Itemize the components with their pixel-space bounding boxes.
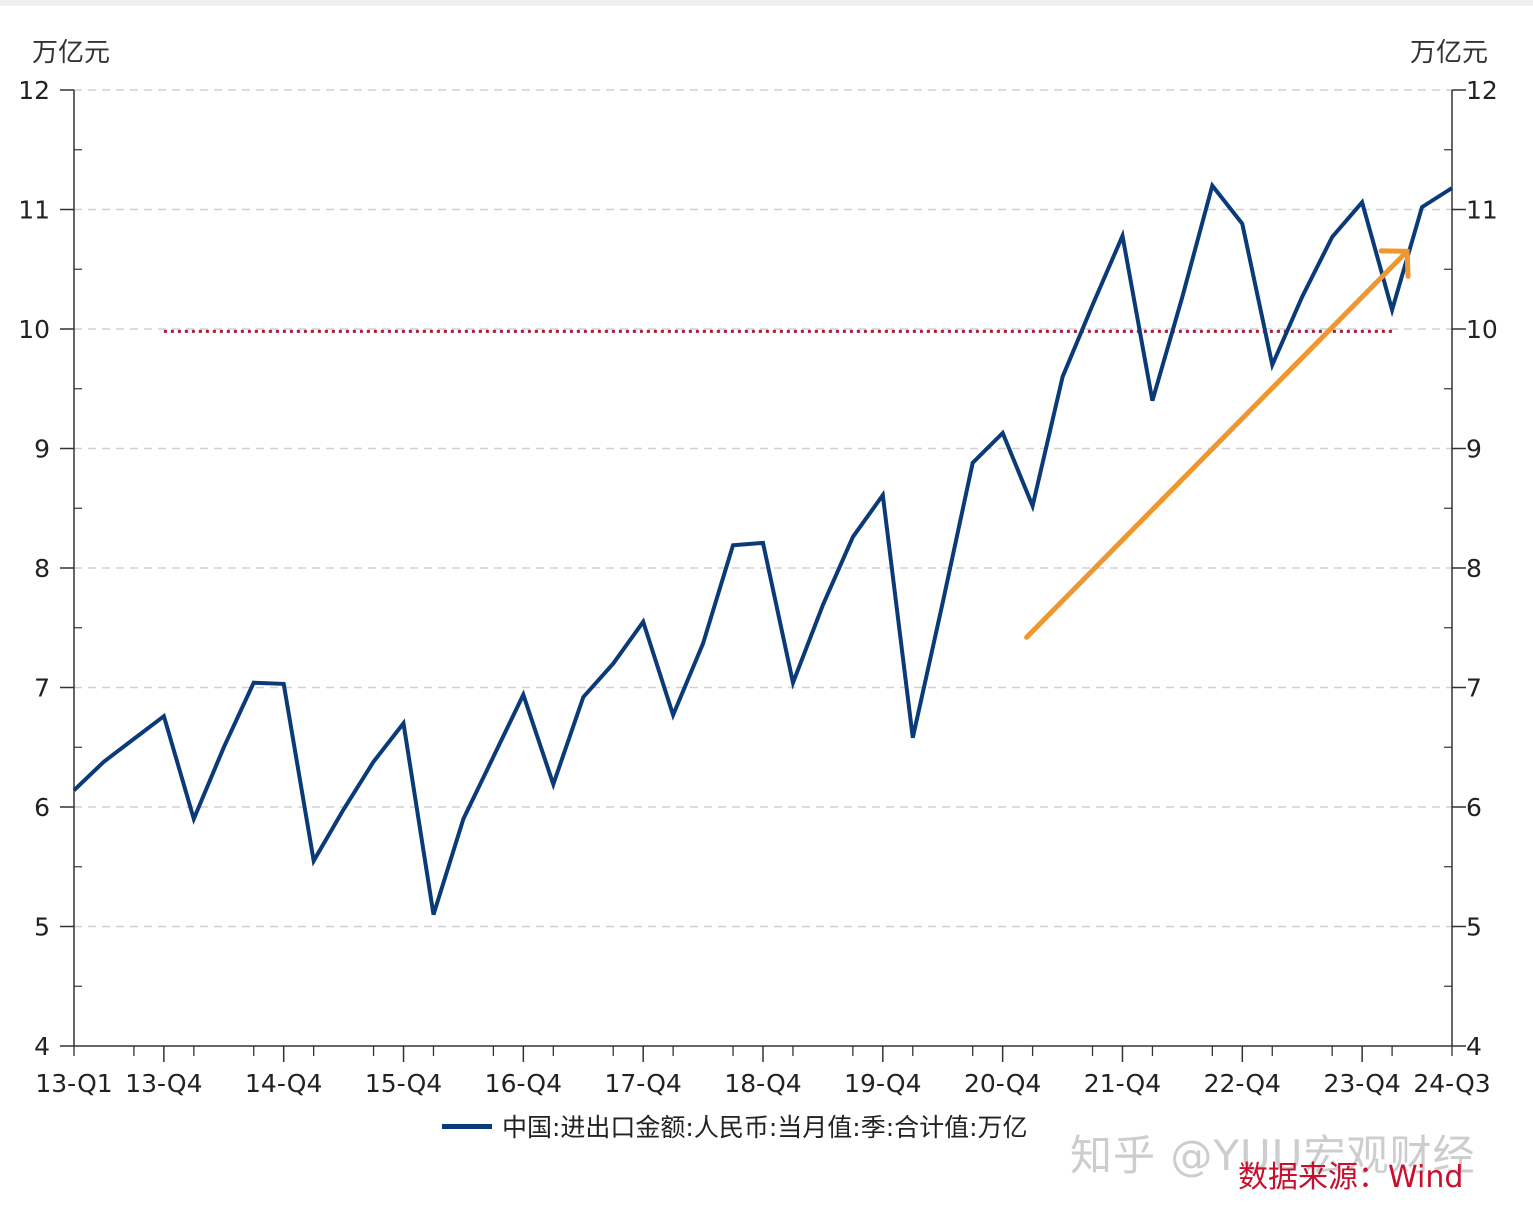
y-tick-label-left: 12	[18, 76, 50, 105]
grid-lines	[74, 89, 1452, 928]
y-tick-label-left: 5	[34, 913, 50, 942]
x-tick-label: 16-Q4	[485, 1069, 562, 1098]
x-tick-label: 19-Q4	[844, 1069, 921, 1098]
y-tick-label-left: 4	[34, 1032, 50, 1061]
x-tick-label: 18-Q4	[724, 1069, 801, 1098]
y-tick-label-right: 6	[1466, 793, 1482, 822]
top-bar	[0, 0, 1533, 6]
x-tick-label: 14-Q4	[245, 1069, 322, 1098]
y-tick-label-left: 10	[18, 315, 50, 344]
series-line	[72, 181, 1454, 916]
y-tick-label-right: 4	[1466, 1032, 1482, 1061]
x-tick-label: 23-Q4	[1323, 1069, 1400, 1098]
tick-labels: 4 4 5 5 6 6 7 7 8 8 9 9 10 10 11 11 12 12 13-Q1 13-Q4 14-Q4 1…	[18, 76, 1498, 1098]
y-tick-label-right: 11	[1466, 196, 1498, 225]
y-tick-label-right: 9	[1466, 435, 1482, 464]
legend: 中国:进出口金额:人民币:当月值:季:合计值:万亿	[442, 1108, 1028, 1144]
watermark: 知乎 @YUU宏观财经	[1070, 1131, 1476, 1180]
y-tick-label-left: 8	[34, 554, 50, 583]
x-tick-label: 20-Q4	[964, 1069, 1041, 1098]
legend-label: 中国:进出口金额:人民币:当月值:季:合计值:万亿	[502, 1113, 1028, 1142]
y-tick-label-right: 7	[1466, 674, 1482, 703]
y-tick-label-right: 12	[1466, 76, 1498, 105]
legend-swatch	[442, 1123, 492, 1129]
x-tick-label: 13-Q4	[125, 1069, 202, 1098]
trend-arrow-head	[1378, 248, 1411, 279]
left-axis-unit: 万亿元	[32, 38, 111, 68]
y-tick-label-right: 10	[1466, 315, 1498, 344]
ticks	[60, 89, 1466, 1062]
x-tick-label: 17-Q4	[605, 1069, 682, 1098]
y-tick-label-right: 8	[1466, 554, 1482, 583]
data-source: 数据来源：Wind	[1238, 1160, 1464, 1195]
y-tick-label-left: 9	[34, 435, 50, 464]
y-tick-label-left: 6	[34, 793, 50, 822]
x-tick-label: 24-Q3	[1413, 1069, 1490, 1098]
trend-arrow-group	[1024, 248, 1411, 640]
series-group	[72, 181, 1454, 916]
right-axis-unit: 万亿元	[1410, 38, 1489, 68]
x-tick-label: 22-Q4	[1204, 1069, 1281, 1098]
x-tick-label: 13-Q1	[35, 1069, 112, 1098]
x-tick-label: 15-Q4	[365, 1069, 442, 1098]
trend-arrow-shaft	[1024, 248, 1410, 640]
y-tick-label-left: 7	[34, 674, 50, 703]
y-tick-label-right: 5	[1466, 913, 1482, 942]
x-tick-label: 21-Q4	[1084, 1069, 1161, 1098]
y-tick-label-left: 11	[18, 196, 50, 225]
